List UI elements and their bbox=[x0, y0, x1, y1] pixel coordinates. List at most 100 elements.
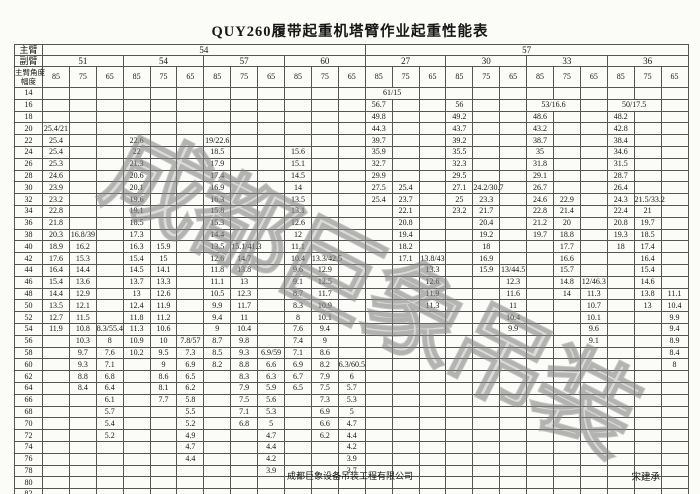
capacity-cell bbox=[257, 287, 286, 301]
capacity-cell bbox=[230, 169, 259, 183]
capacity-cell bbox=[579, 405, 608, 419]
capacity-cell: 3.9 bbox=[257, 464, 286, 478]
capacity-cell bbox=[445, 334, 474, 348]
capacity-cell bbox=[472, 488, 501, 494]
capacity-cell bbox=[257, 322, 286, 336]
angle-radius-corner: 主臂角度 幅度 bbox=[14, 66, 45, 88]
capacity-cell bbox=[526, 429, 554, 442]
capacity-cell bbox=[579, 358, 608, 372]
capacity-cell bbox=[284, 98, 312, 112]
footer-company: 成都巨象设备吊装工程有限公司 bbox=[286, 471, 413, 481]
capacity-cell: 6.4 bbox=[95, 381, 124, 395]
radius-cell: 74 bbox=[14, 440, 43, 454]
capacity-cell bbox=[418, 464, 447, 478]
capacity-cell bbox=[418, 134, 447, 147]
capacity-cell bbox=[445, 87, 474, 100]
capacity-cell: 5.3 bbox=[257, 405, 286, 419]
capacity-cell bbox=[230, 216, 259, 230]
capacity-cell bbox=[230, 87, 259, 100]
boom-angle-header: 75 bbox=[310, 66, 339, 88]
capacity-cell: 22 bbox=[122, 145, 151, 159]
corner-angle-label: 主臂角度 bbox=[15, 67, 45, 77]
capacity-cell bbox=[418, 322, 447, 336]
table-row: 24 25.4 22 18.5 15.6 35.9 35.5 35 34.6 bbox=[14, 145, 689, 159]
capacity-cell bbox=[633, 381, 662, 395]
capacity-cell bbox=[418, 110, 447, 124]
capacity-cell bbox=[660, 452, 689, 466]
capacity-cell bbox=[660, 275, 689, 289]
capacity-cell: 7.5 bbox=[230, 393, 259, 407]
capacity-cell: 16.9 bbox=[203, 181, 232, 195]
capacity-cell bbox=[391, 405, 420, 419]
capacity-cell bbox=[149, 417, 178, 431]
capacity-cell bbox=[310, 228, 339, 242]
capacity-cell: 11.3 bbox=[418, 299, 447, 313]
capacity-cell bbox=[257, 275, 286, 289]
capacity-cell: 7.1 bbox=[284, 346, 312, 360]
capacity-cell bbox=[230, 122, 259, 136]
capacity-cell bbox=[310, 110, 339, 124]
capacity-cell bbox=[445, 311, 474, 324]
capacity-cell bbox=[230, 181, 259, 195]
capacity-cell bbox=[337, 228, 366, 242]
capacity-cell: 10.3 bbox=[68, 334, 97, 348]
capacity-cell bbox=[606, 370, 635, 383]
capacity-cell bbox=[149, 204, 178, 218]
capacity-cell: 9.6 bbox=[284, 263, 312, 277]
capacity-cell bbox=[176, 488, 205, 494]
capacity-cell bbox=[445, 346, 474, 360]
capacity-cell: 17.3 bbox=[122, 228, 151, 242]
capacity-cell: 25.4 bbox=[42, 145, 70, 159]
capacity-cell bbox=[149, 98, 178, 112]
capacity-cell bbox=[95, 204, 124, 218]
radius-cell: 56 bbox=[14, 334, 43, 348]
capacity-cell bbox=[284, 122, 312, 136]
capacity-cell bbox=[499, 393, 528, 407]
radius-cell: 46 bbox=[14, 275, 43, 289]
capacity-cell bbox=[418, 334, 447, 348]
capacity-cell: 18.5 bbox=[633, 228, 662, 242]
capacity-cell bbox=[579, 440, 608, 454]
capacity-cell bbox=[418, 476, 447, 490]
capacity-cell bbox=[660, 393, 689, 407]
capacity-cell bbox=[418, 193, 447, 206]
capacity-cell: 22.8 bbox=[42, 204, 70, 218]
capacity-cell: 9 bbox=[149, 358, 178, 372]
capacity-cell bbox=[257, 311, 286, 324]
capacity-cell bbox=[606, 252, 635, 265]
capacity-cell bbox=[203, 488, 232, 494]
capacity-cell bbox=[472, 440, 501, 454]
capacity-cell: 17.9 bbox=[203, 157, 232, 171]
capacity-cell bbox=[391, 464, 420, 478]
capacity-cell bbox=[472, 476, 501, 490]
table-row: 22 25.4 22.6 19/22.6 39.7 39.2 38.7 38.4 bbox=[14, 134, 689, 147]
capacity-cell bbox=[499, 452, 528, 466]
capacity-cell bbox=[472, 157, 501, 171]
capacity-cell: 20.8 bbox=[391, 216, 420, 230]
capacity-cell bbox=[310, 134, 339, 147]
capacity-cell bbox=[391, 334, 420, 348]
capacity-cell bbox=[418, 440, 447, 454]
boom-angle-header: 85 bbox=[364, 66, 393, 88]
capacity-cell bbox=[552, 110, 581, 124]
radius-cell: 28 bbox=[14, 169, 43, 183]
capacity-cell bbox=[42, 334, 70, 348]
capacity-cell: 10 bbox=[149, 334, 178, 348]
radius-cell: 22 bbox=[14, 134, 43, 147]
capacity-cell bbox=[42, 417, 70, 431]
capacity-cell: 32.7 bbox=[364, 157, 393, 171]
radius-cell: 68 bbox=[14, 405, 43, 419]
capacity-cell bbox=[606, 417, 635, 431]
capacity-cell: 10.6 bbox=[149, 322, 178, 336]
table-row: 16 56.7 56 53/16.6 50/17.5 bbox=[14, 98, 689, 112]
capacity-cell bbox=[95, 145, 124, 159]
capacity-cell bbox=[42, 98, 70, 112]
capacity-cell: 26.7 bbox=[526, 181, 554, 195]
capacity-cell bbox=[526, 488, 554, 494]
capacity-cell bbox=[552, 157, 581, 171]
radius-cell: 26 bbox=[14, 157, 43, 171]
jib-length-header: 57 bbox=[203, 55, 286, 67]
capacity-cell: 39.2 bbox=[445, 134, 474, 147]
capacity-cell bbox=[552, 334, 581, 348]
capacity-cell: 21.3 bbox=[122, 157, 151, 171]
